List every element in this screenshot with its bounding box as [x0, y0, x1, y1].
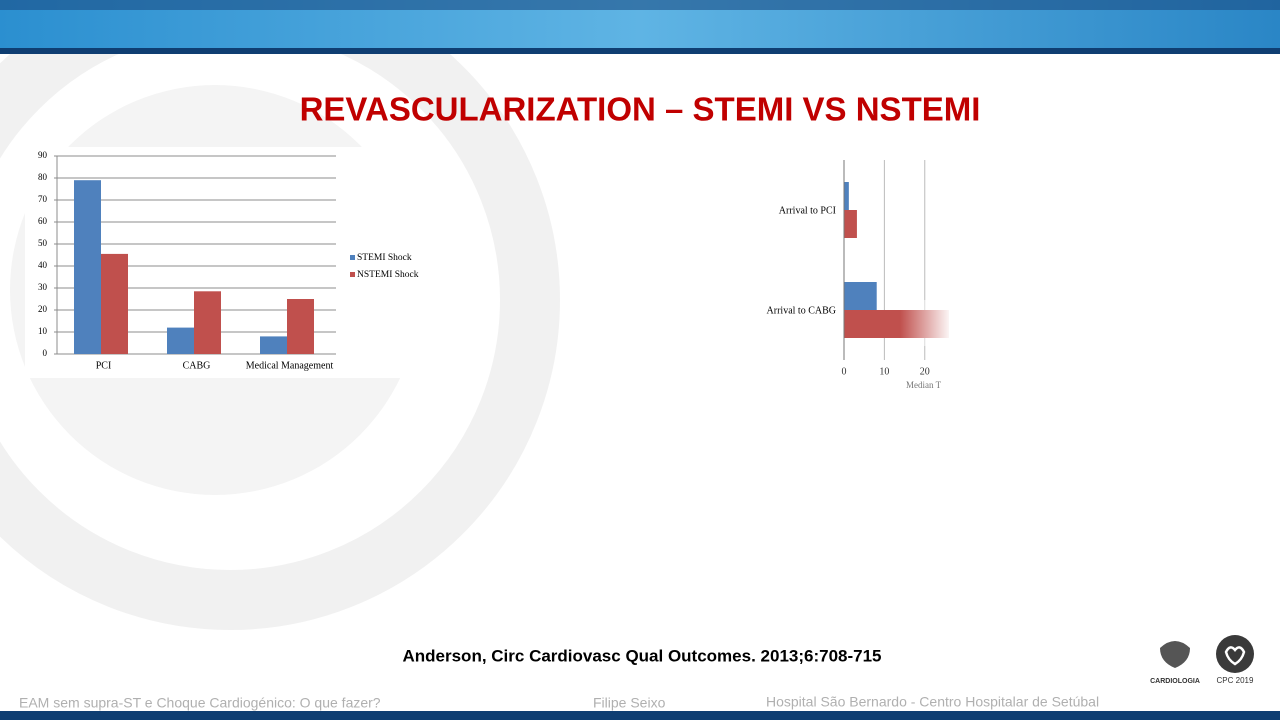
x-tick-label: 0	[842, 366, 847, 377]
footer-speaker: Filipe Seixo	[593, 695, 666, 711]
bar	[167, 327, 194, 354]
x-tick-label: 10	[879, 366, 889, 377]
bar	[287, 299, 314, 354]
legend-label: STEMI Shock	[357, 253, 412, 263]
congress-logo-text: CPC 2019	[1217, 676, 1254, 685]
legend-swatch	[350, 255, 355, 260]
y-tick-label: 80	[38, 172, 48, 182]
x-tick-label: CABG	[183, 360, 211, 371]
y-tick-label: 70	[38, 194, 48, 204]
y-tick-label: 10	[38, 326, 48, 336]
bottom-strip	[0, 711, 1280, 720]
bar	[844, 182, 849, 210]
society-logo-text: CARDIOLOGIA	[1150, 678, 1200, 685]
bar	[194, 291, 221, 354]
footer-institution: Hospital São Bernardo - Centro Hospitala…	[766, 694, 1099, 710]
chart: 0 10 20 Median T Arrival to PCI Arrival to CA…	[767, 160, 949, 390]
x-axis-label: Median T	[906, 380, 942, 390]
top-banner-edge	[0, 48, 1280, 54]
y-tick-label: 30	[38, 282, 48, 292]
y-tick-label: 60	[38, 216, 48, 226]
bar	[260, 336, 287, 354]
y-tick-label: 0	[43, 348, 48, 358]
y-tick-label: Arrival to PCI	[779, 205, 836, 216]
y-tick-label: 40	[38, 260, 48, 270]
x-tick-label: Medical Management	[246, 360, 334, 371]
citation: Anderson, Circ Cardiovasc Qual Outcomes.…	[402, 646, 881, 665]
chart: 0 10 20 30 40 50 60 70 80 90 PCI CABG Medical Manage…	[38, 150, 419, 371]
bar	[844, 210, 857, 238]
footer-talk: EAM sem supra-ST e Choque Cardiogénico: …	[19, 695, 381, 711]
congress-logo-heart	[1224, 646, 1246, 666]
y-tick-label: Arrival to CABG	[767, 305, 836, 316]
top-banner-shade	[0, 0, 1280, 10]
crop-fade	[900, 300, 952, 346]
society-logo	[1160, 641, 1190, 668]
y-tick-label: 90	[38, 150, 48, 160]
x-tick-label: 20	[920, 366, 930, 377]
bar	[74, 180, 101, 354]
legend-label: NSTEMI Shock	[357, 270, 419, 280]
y-tick-label: 20	[38, 304, 48, 314]
legend-swatch	[350, 272, 355, 277]
x-tick-label: PCI	[96, 360, 112, 371]
bar	[101, 253, 128, 354]
y-tick-label: 50	[38, 238, 48, 248]
slide-title: REVASCULARIZATION – STEMI VS NSTEMI	[300, 91, 981, 128]
congress-logo	[1216, 635, 1254, 673]
bg-ring	[0, 0, 560, 630]
bar	[844, 282, 877, 310]
